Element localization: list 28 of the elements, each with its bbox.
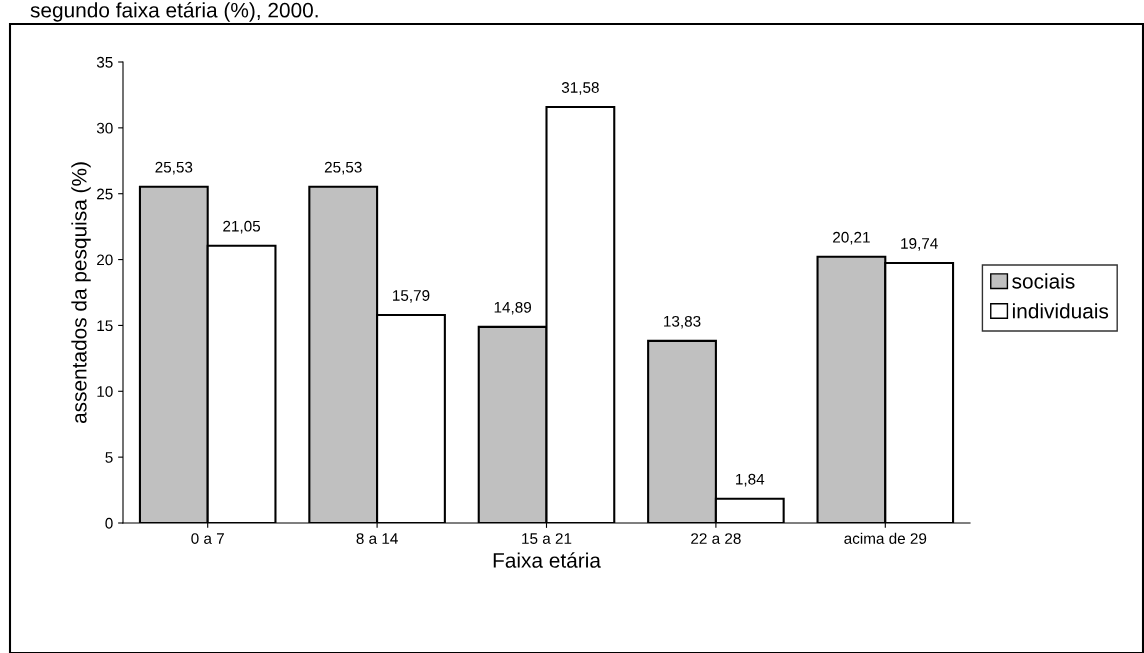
chart-title: segundo faixa etária (%), 2000. [30, 2, 318, 22]
data-label: 25,53 [155, 161, 193, 175]
x-axis-title: Faixa etária [493, 552, 601, 568]
data-label: 31,58 [561, 82, 599, 95]
y-tick-label: 25 [97, 188, 113, 200]
y-tick-label: 35 [96, 56, 113, 68]
x-tick-label: 22 a 28 [691, 533, 741, 544]
legend-label: sociais [1012, 273, 1075, 289]
data-label: 14,89 [494, 301, 532, 315]
y-tick-label: 5 [105, 452, 113, 463]
x-tick-label: acima de 29 [844, 532, 927, 544]
data-label: 21,05 [223, 220, 261, 234]
y-tick-label: 30 [96, 122, 113, 134]
data-label: 25,53 [324, 161, 362, 175]
data-label: 13,83 [664, 315, 701, 329]
data-label: 19,74 [901, 238, 938, 251]
y-tick-label: 0 [105, 517, 113, 529]
y-axis-title: assentados da pesquisa (%) [71, 162, 91, 424]
legend-label: individuais [1012, 303, 1109, 319]
data-label: 20,21 [833, 231, 870, 245]
y-tick-label: 20 [97, 254, 113, 266]
data-label: 1,84 [736, 473, 765, 487]
data-label: 15,79 [393, 290, 430, 303]
y-tick-label: 15 [97, 320, 113, 332]
x-tick-label: 8 a 14 [356, 533, 398, 544]
x-tick-label: 0 a 7 [191, 533, 224, 544]
y-tick-label: 10 [97, 386, 113, 397]
x-tick-label: 15 a 21 [522, 533, 572, 544]
